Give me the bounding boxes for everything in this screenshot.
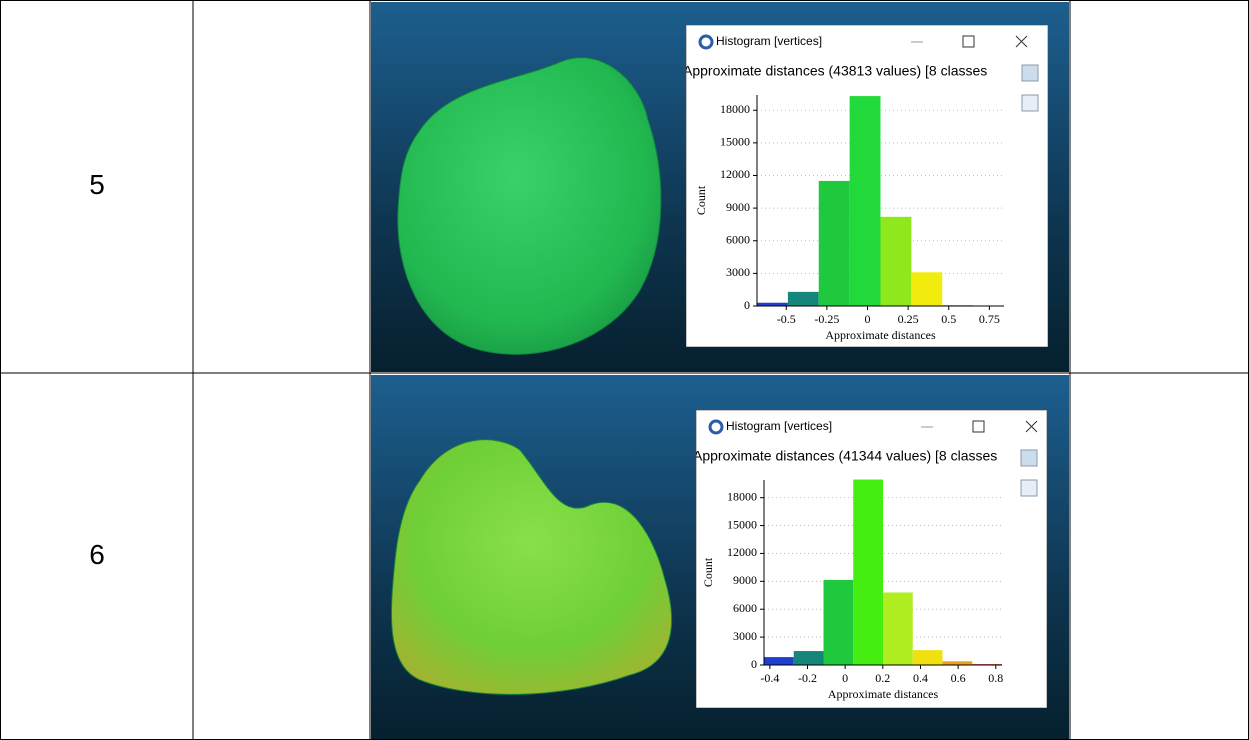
y-tick-label: 12000	[720, 167, 750, 181]
histogram-header: Approximate distances (43813 values) [8 …	[683, 63, 987, 79]
histogram-bar	[911, 272, 943, 306]
close	[1015, 35, 1028, 48]
window-title: Histogram [vertices]	[716, 34, 822, 48]
y-tick-label: 3000	[733, 629, 757, 643]
y-tick-label: 0	[744, 298, 750, 312]
histogram-bar	[757, 302, 788, 306]
y-tick-label: 0	[751, 657, 757, 671]
y-tick-label: 6000	[726, 232, 750, 246]
histogram-bar	[880, 216, 912, 306]
x-tick-label: 0	[865, 312, 871, 326]
histogram-window: Histogram [vertices] Approximate distance…	[683, 25, 1048, 347]
tooth-model	[390, 439, 672, 695]
x-tick-label: 0.8	[988, 671, 1003, 685]
x-tick-label: 0.6	[951, 671, 966, 685]
x-axis-title: Approximate distances	[825, 328, 936, 342]
y-tick-label: 18000	[720, 102, 750, 116]
export-icon	[1020, 449, 1038, 467]
app-icon	[698, 34, 714, 50]
histogram-bar	[793, 651, 824, 665]
histogram-bar	[764, 657, 794, 665]
x-tick-label: -0.5	[777, 312, 796, 326]
row-number: 5	[89, 169, 105, 200]
y-tick-label: 9000	[733, 573, 757, 587]
x-tick-label: 0.5	[941, 312, 956, 326]
y-tick-label: 9000	[726, 200, 750, 214]
y-axis-title: Count	[701, 557, 715, 587]
y-tick-label: 12000	[727, 545, 757, 559]
y-axis-title: Count	[694, 185, 708, 215]
tooth-model	[397, 57, 662, 355]
maximize	[962, 35, 975, 48]
histogram-bar	[823, 579, 854, 665]
histogram-bar	[883, 592, 913, 665]
y-tick-label: 15000	[720, 135, 750, 149]
row-number: 6	[89, 539, 105, 570]
histogram-bar	[853, 479, 883, 665]
histogram-header: Approximate distances (41344 values) [8 …	[693, 448, 997, 464]
window-title: Histogram [vertices]	[726, 419, 832, 433]
histogram-bar	[818, 180, 850, 306]
y-tick-label: 18000	[727, 489, 757, 503]
tool-icon	[1021, 94, 1039, 112]
export-icon	[1021, 64, 1039, 82]
histogram-bar	[942, 661, 973, 665]
x-tick-label: -0.2	[798, 671, 817, 685]
tool-icon	[1020, 479, 1038, 497]
x-axis-title: Approximate distances	[828, 687, 939, 701]
x-tick-label: -0.25	[814, 312, 839, 326]
x-tick-label: 0	[842, 671, 848, 685]
y-tick-label: 6000	[733, 601, 757, 615]
histogram-bar	[912, 650, 943, 665]
histogram-window: Histogram [vertices] Approximate distance…	[693, 410, 1047, 708]
y-tick-label: 3000	[726, 265, 750, 279]
x-tick-label: 0.75	[979, 312, 1000, 326]
app-icon	[708, 419, 724, 435]
close	[1025, 420, 1038, 433]
x-tick-label: 0.4	[913, 671, 928, 685]
x-tick-label: 0.25	[898, 312, 919, 326]
maximize	[972, 420, 985, 433]
y-tick-label: 15000	[727, 517, 757, 531]
x-tick-label: -0.4	[760, 671, 779, 685]
histogram-bar	[787, 291, 819, 306]
histogram-bar	[849, 96, 881, 306]
x-tick-label: 0.2	[875, 671, 890, 685]
